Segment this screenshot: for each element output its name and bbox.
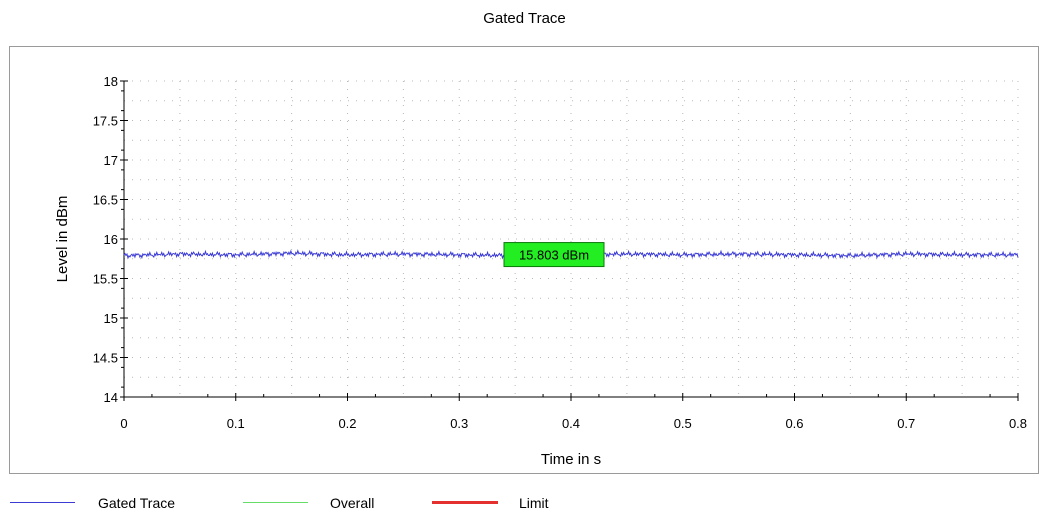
x-tick-label: 0.4 xyxy=(562,416,580,431)
value-annotation-label: 15.803 dBm xyxy=(519,248,589,263)
legend-swatch-overall xyxy=(243,502,308,503)
x-axis-title: Time in s xyxy=(541,451,601,468)
x-tick-label: 0.5 xyxy=(674,416,692,431)
y-axis-title: Level in dBm xyxy=(54,196,71,283)
y-tick-label: 17 xyxy=(104,153,118,168)
legend-label-limit: Limit xyxy=(519,495,549,511)
x-tick-label: 0.1 xyxy=(227,416,245,431)
x-tick-label: 0.7 xyxy=(897,416,915,431)
y-tick-label: 14.5 xyxy=(93,351,118,366)
y-tick-label: 17.5 xyxy=(93,114,118,129)
y-tick-label: 15 xyxy=(104,311,118,326)
x-tick-label: 0.8 xyxy=(1009,416,1027,431)
y-tick-label: 16 xyxy=(104,232,118,247)
y-tick-label: 15.5 xyxy=(93,272,118,287)
x-tick-label: 0.2 xyxy=(338,416,356,431)
legend-label-gated-trace: Gated Trace xyxy=(98,495,176,511)
y-tick-label: 18 xyxy=(104,74,118,89)
y-tick-label: 14 xyxy=(104,390,118,405)
legend: Gated Trace Overall Limit xyxy=(0,491,1049,515)
x-tick-label: 0 xyxy=(120,416,127,431)
x-tick-label: 0.3 xyxy=(450,416,468,431)
x-tick-label: 0.6 xyxy=(785,416,803,431)
legend-swatch-gated-trace xyxy=(10,502,75,503)
legend-swatch-limit xyxy=(432,501,498,504)
y-tick-label: 16.5 xyxy=(93,193,118,208)
legend-label-overall: Overall xyxy=(330,495,375,511)
chart-title: Gated Trace xyxy=(483,10,566,27)
value-annotation-box xyxy=(503,242,605,268)
